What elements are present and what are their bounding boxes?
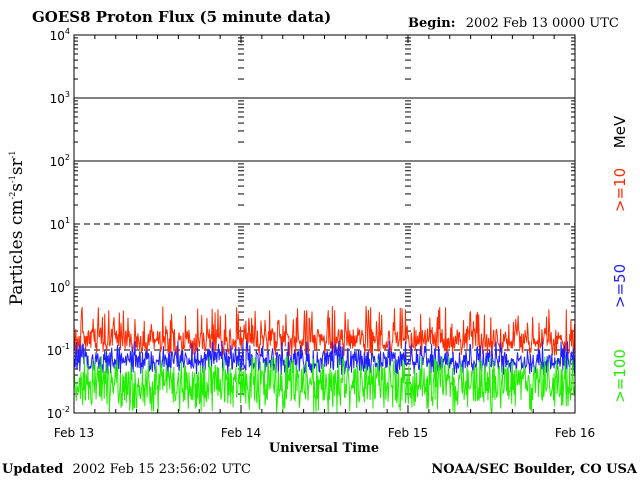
plot-frame xyxy=(73,34,576,414)
updated-time: Updated 2002 Feb 15 23:56:02 UTC xyxy=(2,462,251,477)
y-axis-label: Particles cm-2s-1sr-1 xyxy=(7,151,27,306)
y-axis-label-exp3: -1 xyxy=(8,151,17,159)
y-axis-label-exp1: -2 xyxy=(8,192,17,200)
y-tick-label: 103 xyxy=(50,90,70,106)
y-tick-label: 10-1 xyxy=(47,342,70,358)
legend-series-100mev: >=100 xyxy=(611,349,629,403)
y-tick-label: 10-2 xyxy=(47,405,70,421)
legend-series-50mev: >=50 xyxy=(611,264,629,308)
x-tick-label: Feb 13 xyxy=(54,426,94,440)
plot-border xyxy=(73,34,576,414)
y-tick-base: 10 xyxy=(50,155,65,169)
y-tick-exp: -1 xyxy=(62,342,70,351)
x-axis-label: Universal Time xyxy=(269,441,379,456)
updated-label: Updated xyxy=(2,462,63,477)
x-tick-labels: Feb 13 Feb 14 Feb 15 Feb 16 xyxy=(54,426,595,440)
y-tick-label: 102 xyxy=(50,153,70,169)
x-tick-label: Feb 15 xyxy=(388,426,428,440)
y-axis-label-unit-sr: sr xyxy=(7,157,27,175)
legend-unit: MeV xyxy=(611,115,629,148)
y-tick-base: 10 xyxy=(47,407,62,421)
begin-value: 2002 Feb 13 0000 UTC xyxy=(466,16,619,31)
chart-title: GOES8 Proton Flux (5 minute data) xyxy=(32,8,331,26)
series-line-2 xyxy=(73,356,576,414)
y-axis-label-base: Particles cm xyxy=(7,199,27,305)
series-line-1 xyxy=(73,340,576,375)
begin-time: Begin: 2002 Feb 13 0000 UTC xyxy=(408,16,619,31)
y-tick-base: 10 xyxy=(50,92,65,106)
y-tick-exp: 0 xyxy=(65,279,70,288)
y-tick-exp: 1 xyxy=(65,216,70,225)
updated-value: 2002 Feb 15 23:56:02 UTC xyxy=(72,462,250,477)
y-tick-label: 101 xyxy=(50,216,70,232)
source-credit: NOAA/SEC Boulder, CO USA xyxy=(431,462,638,477)
x-tick-label: Feb 14 xyxy=(221,426,261,440)
y-tick-label: 104 xyxy=(50,27,70,43)
y-tick-exp: 4 xyxy=(65,27,70,36)
y-tick-base: 10 xyxy=(50,29,65,43)
y-axis-label-unit-s: s xyxy=(7,183,27,192)
y-axis-label-exp2: -1 xyxy=(8,175,17,183)
y-tick-base: 10 xyxy=(50,218,65,232)
y-tick-exp: -2 xyxy=(62,405,70,414)
y-tick-exp: 2 xyxy=(65,153,70,162)
legend-series-10mev: >=10 xyxy=(611,168,629,212)
x-tick-label: Feb 16 xyxy=(555,426,595,440)
y-tick-label: 100 xyxy=(50,279,70,295)
y-tick-exp: 3 xyxy=(65,90,70,99)
y-tick-base: 10 xyxy=(47,344,62,358)
y-tick-base: 10 xyxy=(50,281,65,295)
begin-label: Begin: xyxy=(408,16,456,31)
series-layer xyxy=(73,305,576,414)
